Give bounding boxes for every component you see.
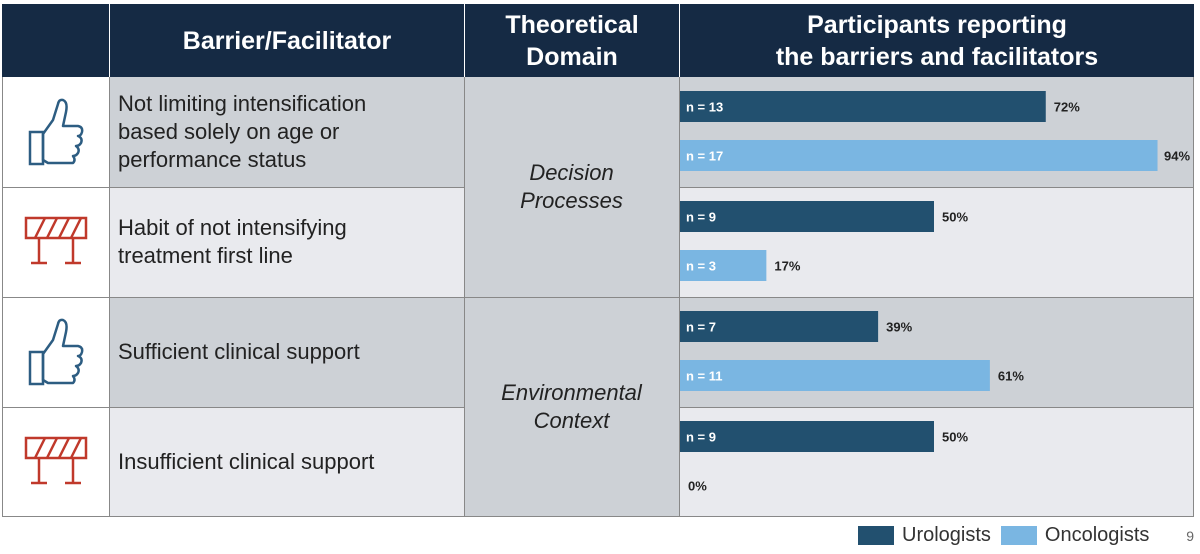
bar-urologists-row-2 xyxy=(680,201,934,232)
row-1-text-line-3: performance status xyxy=(118,147,307,172)
pct-label-oncologists-row-2: 17% xyxy=(774,259,800,274)
bar-oncologists-row-2 xyxy=(680,250,767,281)
legend-label-oncologists: Oncologists xyxy=(1044,524,1150,546)
bar-urologists-row-1 xyxy=(680,91,1046,122)
row-4-text: Insufficient clinical support xyxy=(110,407,464,517)
row-4-icon-cell xyxy=(2,407,110,517)
legend-item-oncologists: Oncologists xyxy=(1000,524,1150,547)
legend-swatch-urologists xyxy=(858,526,894,545)
row-1-text-line-1: Not limiting intensification xyxy=(118,91,367,116)
domain-decision-processes: Decision Processes xyxy=(464,77,679,297)
n-label-oncologists-row-2: n = 3 xyxy=(686,259,716,274)
pct-label-oncologists-row-1: 94% xyxy=(1164,149,1190,164)
row-2-text: Habit of not intensifying treatment firs… xyxy=(110,187,464,297)
bar-oncologists-row-3 xyxy=(680,360,990,391)
header-domain-line2: Domain xyxy=(526,42,618,71)
pct-label-urologists-row-1: 72% xyxy=(1054,100,1080,115)
row-3-text: Sufficient clinical support xyxy=(110,297,464,407)
header-participants-line1: Participants reporting xyxy=(807,10,1067,39)
thumbs-up-icon xyxy=(28,318,84,386)
thumbs-up-icon xyxy=(28,98,84,166)
row-divider xyxy=(680,187,1194,188)
n-label-urologists-row-1: n = 13 xyxy=(686,100,723,115)
header-barrier-facilitator-label: Barrier/Facilitator xyxy=(182,26,392,55)
barriers-table: Barrier/Facilitator Theoretical Domain P… xyxy=(2,4,1194,517)
header-icon-column xyxy=(2,4,109,77)
pct-label-urologists-row-4: 50% xyxy=(942,430,968,445)
barrier-icon xyxy=(24,216,88,265)
header-domain-line1: Theoretical xyxy=(505,10,639,39)
legend-item-urologists: Urologists xyxy=(858,524,991,547)
row-2-icon-cell xyxy=(2,187,110,297)
row-1-icon-cell xyxy=(2,77,110,187)
pct-label-oncologists-row-4: 0% xyxy=(688,479,707,494)
chart-legend: Urologists Oncologists xyxy=(858,524,1159,547)
row-3-text-line-1: Sufficient clinical support xyxy=(118,339,360,364)
row-divider xyxy=(2,187,464,188)
header-barrier-facilitator: Barrier/Facilitator xyxy=(110,4,464,77)
row-divider xyxy=(2,516,1194,517)
header-theoretical-domain: Theoretical Domain xyxy=(465,4,679,77)
header-participants: Participants reporting the barriers and … xyxy=(680,4,1194,77)
bar-oncologists-row-1 xyxy=(680,140,1158,171)
n-label-oncologists-row-1: n = 17 xyxy=(686,149,723,164)
row-1-text-line-2: based solely on age or xyxy=(118,119,340,144)
domain-2-line-2: Context xyxy=(533,408,610,433)
row-divider xyxy=(2,407,464,408)
header-participants-line2: the barriers and facilitators xyxy=(775,42,1099,71)
row-4-text-line-1: Insufficient clinical support xyxy=(118,449,375,474)
domain-2-line-1: Environmental xyxy=(501,380,642,405)
n-label-urologists-row-2: n = 9 xyxy=(686,210,716,225)
barrier-icon xyxy=(24,436,88,485)
legend-swatch-oncologists xyxy=(1000,526,1037,545)
bar-urologists-row-4 xyxy=(680,421,934,452)
row-3-icon-cell xyxy=(2,297,110,407)
domain-1-line-1: Decision xyxy=(529,160,614,185)
n-label-oncologists-row-3: n = 11 xyxy=(686,369,723,384)
domain-1-line-2: Processes xyxy=(520,188,623,213)
pct-label-oncologists-row-3: 61% xyxy=(998,369,1024,384)
row-1-text: Not limiting intensification based solel… xyxy=(110,77,464,187)
row-divider xyxy=(2,297,1194,298)
participants-bar-chart: n = 13 72% n = 17 94% n = 9 50% n = 3 17% n = 7 3… xyxy=(680,77,1194,517)
domain-environmental-context: Environmental Context xyxy=(464,297,679,517)
n-label-urologists-row-3: n = 7 xyxy=(686,320,716,335)
pct-label-urologists-row-3: 39% xyxy=(886,320,912,335)
row-2-text-line-2: treatment first line xyxy=(118,243,293,268)
bar-urologists-row-3 xyxy=(680,311,879,342)
page-number: 9 xyxy=(1186,528,1194,544)
pct-label-urologists-row-2: 50% xyxy=(942,210,968,225)
row-2-text-line-1: Habit of not intensifying xyxy=(118,215,347,240)
row-divider xyxy=(680,407,1194,408)
bar-chart-svg: n = 13 72% n = 17 94% n = 9 50% n = 3 17% n = 7 3… xyxy=(680,91,1190,494)
n-label-urologists-row-4: n = 9 xyxy=(686,430,716,445)
legend-label-urologists: Urologists xyxy=(902,524,991,546)
